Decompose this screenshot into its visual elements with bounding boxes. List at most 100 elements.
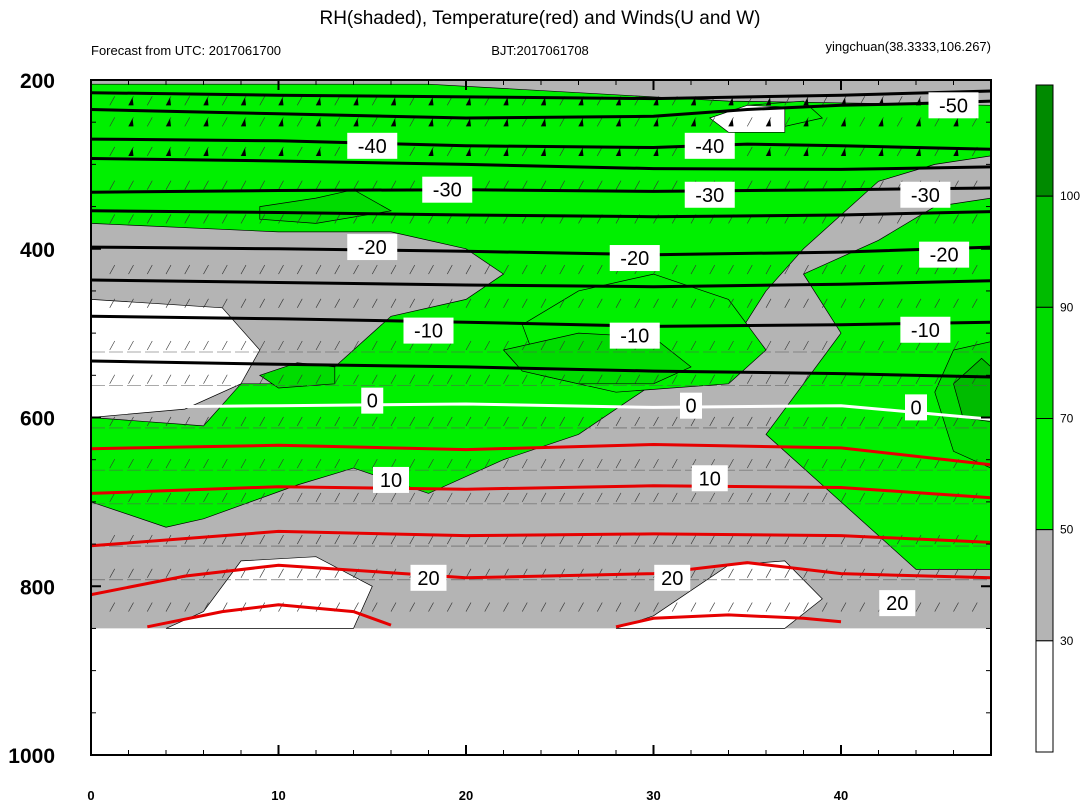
wind-barb [409, 214, 416, 224]
wind-barb [821, 117, 828, 127]
wind-barb [784, 416, 791, 427]
wind-barb [184, 492, 191, 503]
wind-barb [259, 416, 266, 427]
wind-barb [128, 264, 134, 275]
wind-pennant [878, 147, 884, 156]
wind-barb [184, 180, 191, 190]
x-tick-label: 0 [87, 788, 94, 803]
wind-barb [840, 416, 847, 427]
wind-barb [503, 340, 509, 351]
wind-pennant [241, 147, 246, 156]
wind-barb [784, 458, 791, 469]
wind-pennant [578, 147, 584, 156]
wind-barb [578, 416, 584, 427]
wind-barb [540, 416, 547, 427]
wind-barb [746, 492, 753, 503]
wind-barb [821, 492, 828, 503]
wind-barb [390, 374, 397, 384]
wind-barb [128, 416, 134, 427]
wind-barb [259, 298, 266, 308]
wind-barb [803, 340, 809, 351]
wind-pennant [353, 97, 359, 106]
wind-barb [315, 180, 322, 190]
wind-barb [596, 180, 603, 190]
wind-barb [503, 416, 509, 427]
y-tick-label: 800 [20, 576, 55, 599]
wind-barb [953, 416, 959, 427]
wind-barb [165, 298, 172, 308]
wind-barb [315, 534, 322, 545]
wind-pennant [428, 147, 434, 156]
wind-barb [371, 214, 378, 224]
wind-barb [221, 180, 228, 190]
wind-barb [578, 374, 584, 384]
contour-label-box [410, 564, 447, 591]
wind-pennant [691, 118, 696, 127]
wind-barb [709, 534, 716, 545]
wind-barb [390, 492, 397, 503]
wind-barb [878, 340, 884, 351]
wind-pennant [278, 97, 284, 106]
wind-barb [371, 492, 378, 503]
wind-barb [971, 117, 978, 127]
wind-barb [165, 492, 172, 503]
wind-barb [765, 568, 772, 578]
wind-barb [128, 568, 134, 578]
wind-barb [690, 492, 697, 503]
wind-barb [240, 374, 247, 384]
wind-barb [259, 568, 266, 578]
wind-barb [146, 340, 153, 351]
wind-barb [109, 416, 116, 427]
wind-barb [221, 146, 228, 157]
wind-barb [634, 416, 641, 427]
wind-barb [334, 492, 341, 503]
wind-pennant [241, 118, 246, 127]
temperature-contour-6 [91, 245, 991, 257]
wind-barb [334, 374, 341, 384]
wind-barb [315, 264, 322, 275]
x-tick-label: 40 [834, 788, 848, 803]
contour-label: -40 [358, 136, 387, 158]
wind-barb [859, 117, 866, 127]
wind-barb [484, 602, 491, 612]
wind-barb [971, 602, 978, 612]
wind-barb [203, 416, 209, 427]
wind-barb [578, 264, 584, 275]
wind-barb [821, 264, 828, 275]
wind-barb [128, 374, 134, 384]
wind-barb [296, 568, 303, 578]
wind-barb [859, 458, 866, 469]
wind-barb [784, 180, 791, 190]
wind-barb [315, 416, 322, 427]
wind-barb [203, 458, 209, 469]
wind-barb [184, 458, 191, 469]
wind-barb [765, 264, 772, 275]
wind-barb [484, 374, 491, 384]
wind-barb [953, 340, 959, 351]
wind-barb [746, 298, 753, 308]
wind-pennant [541, 147, 546, 156]
wind-barb [484, 264, 491, 275]
wind-barb [521, 340, 528, 351]
wind-barb [446, 374, 453, 384]
wind-barb [615, 298, 622, 308]
wind-barb [821, 96, 828, 106]
wind-barb [184, 117, 191, 127]
wind-barb [578, 340, 584, 351]
wind-barb [334, 298, 341, 308]
colorbar-label: 100 [1060, 189, 1080, 203]
wind-barb [634, 180, 641, 190]
wind-barb [446, 298, 453, 308]
wind-barb [259, 340, 266, 351]
wind-barb [240, 340, 247, 351]
wind-barb [146, 264, 153, 275]
contour-label-layer: -50 -40 -40 -30 -30 -30 -20 -20 -20 -10 -10 -10 0 0 0 1… [347, 92, 979, 617]
wind-barb [765, 298, 772, 308]
wind-pennant [128, 147, 134, 156]
wind-barb [465, 374, 472, 384]
wind-barb [334, 146, 341, 157]
wind-pennant [728, 97, 734, 106]
wind-barb [896, 492, 903, 503]
rh-region-9 [953, 357, 991, 423]
